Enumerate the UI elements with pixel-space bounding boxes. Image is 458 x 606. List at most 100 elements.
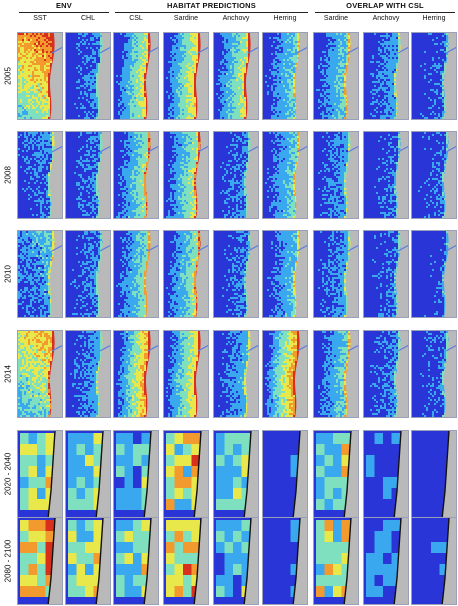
map-cell [116, 77, 119, 80]
map-cell [338, 59, 341, 62]
map-cell [174, 35, 177, 38]
map-cell [196, 103, 199, 106]
map-cell [244, 41, 247, 44]
map-cell [320, 65, 323, 68]
map-cell [66, 73, 69, 76]
map-cell [144, 113, 147, 116]
map-cell [172, 39, 175, 42]
map-cell [328, 49, 331, 52]
map-cell [96, 71, 99, 74]
map-cell [18, 55, 21, 58]
map-cell [98, 107, 101, 110]
map-cell [238, 95, 241, 98]
map-cell [94, 61, 97, 64]
map-graphic [164, 33, 208, 119]
map-cell [30, 43, 33, 46]
map-cell [273, 73, 276, 76]
map-cell [44, 67, 47, 70]
map-cell [28, 103, 31, 106]
map-cell [66, 105, 69, 108]
map-cell [96, 89, 99, 92]
map-cell [126, 95, 129, 98]
column-header: SST [16, 15, 64, 22]
map-cell [136, 79, 139, 82]
map-cell [114, 49, 117, 52]
map-cell [184, 39, 187, 42]
map-cell [120, 37, 123, 40]
map-cell [275, 85, 278, 88]
map-cell [336, 35, 339, 38]
map-cell [176, 103, 179, 106]
map-cell [26, 87, 29, 90]
map-cell [74, 51, 77, 54]
map-cell [328, 65, 331, 68]
map-cell [265, 75, 268, 78]
map-cell [82, 51, 85, 54]
map-cell [226, 83, 229, 86]
map-cell [84, 103, 87, 106]
map-cell [82, 41, 85, 44]
map-cell [124, 45, 127, 48]
map-cell [92, 109, 95, 112]
map-cell [277, 71, 280, 74]
map-cell [196, 65, 199, 68]
map-cell [34, 87, 37, 90]
map-cell [166, 63, 169, 66]
map-cell [289, 75, 292, 78]
map-cell [122, 77, 125, 80]
map-cell [140, 55, 143, 58]
map-cell [116, 63, 119, 66]
map-cell [18, 69, 21, 72]
map-cell [42, 83, 45, 86]
map-cell [68, 69, 71, 72]
map-cell [242, 115, 245, 118]
map-cell [74, 89, 77, 92]
map-cell [214, 101, 217, 104]
map-cell [283, 71, 286, 74]
map-cell [328, 55, 331, 58]
map-cell [166, 99, 169, 102]
map-cell [184, 37, 187, 40]
map-cell [114, 103, 117, 106]
map-cell [42, 63, 45, 66]
map-cell [168, 55, 171, 58]
map-cell [188, 89, 191, 92]
map-cell [222, 57, 225, 60]
map-cell [136, 45, 139, 48]
map-cell [122, 47, 125, 50]
map-cell [70, 47, 73, 50]
map-cell [220, 119, 222, 120]
map-cell [184, 43, 187, 46]
map-cell [38, 83, 41, 86]
map-cell [68, 89, 71, 92]
map-cell [82, 101, 85, 104]
map-cell [285, 107, 288, 110]
map-cell [246, 33, 249, 36]
map-cell [96, 37, 99, 40]
map-cell [222, 99, 225, 102]
map-cell [244, 45, 247, 48]
map-cell [122, 99, 125, 102]
map-cell [340, 37, 343, 40]
map-cell [267, 71, 270, 74]
map-cell [178, 101, 181, 104]
map-cell [116, 115, 119, 118]
map-cell [222, 49, 225, 52]
map-cell [76, 89, 79, 92]
map-cell [244, 35, 247, 38]
map-cell [170, 79, 173, 82]
map-cell [76, 101, 79, 104]
map-cell [289, 103, 292, 106]
map-cell [116, 93, 119, 96]
map-cell [164, 81, 167, 84]
map-cell [242, 59, 245, 62]
map-cell [192, 105, 195, 108]
map-cell [269, 89, 272, 92]
map-cell [40, 41, 43, 44]
map-cell [52, 33, 55, 36]
map-cell [78, 91, 81, 94]
map-cell [26, 103, 29, 106]
map-cell [287, 103, 290, 106]
map-cell [44, 85, 47, 88]
map-cell [44, 43, 47, 46]
